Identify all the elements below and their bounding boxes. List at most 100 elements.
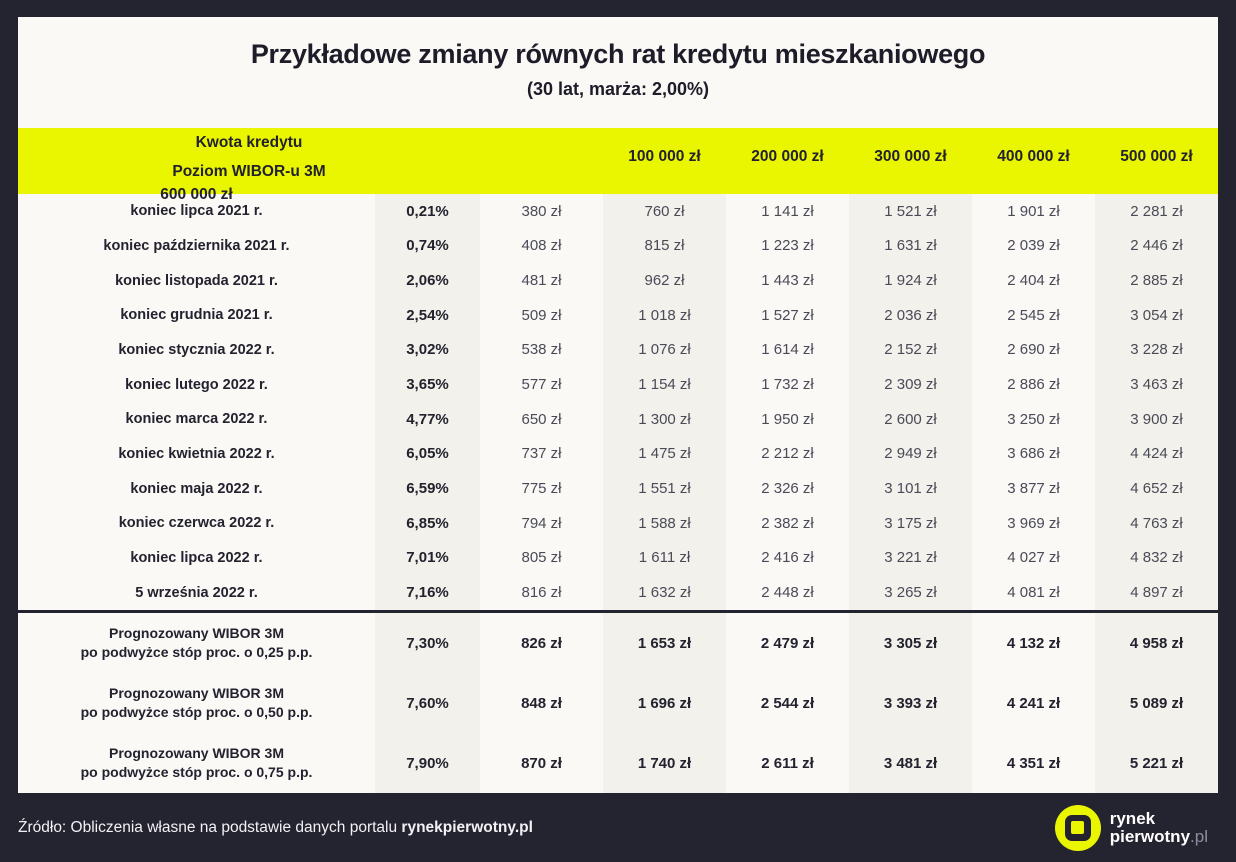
row-wibor-rate: 7,01% [375,540,480,576]
installment-value: 3 393 zł [849,673,972,733]
row-date-label: koniec października 2021 r. [103,237,290,254]
source-text: Źródło: Obliczenia własne na podstawie d… [18,818,402,836]
header-label-line1: Kwota kredytu [195,134,303,151]
installment-value: 2 886 zł [1007,376,1060,394]
installment-value: 3 463 zł [1095,367,1218,402]
installment-value: 2 885 zł [1095,263,1218,298]
installment-value: 3 250 zł [1007,410,1060,428]
installment-value: 2 309 zł [849,367,972,402]
installment-value: 1 901 zł [1007,202,1060,220]
row-wibor-rate: 4,77% [375,401,480,437]
installment-value: 4 897 zł [1095,575,1218,610]
installment-value: 1 154 zł [603,367,726,402]
installment-value: 4 027 zł [1007,549,1060,567]
installment-value: 848 zł [521,694,562,712]
row-date-label: koniec lipca 2022 r. [130,549,263,566]
table-row: koniec czerwca 2022 r. 6,85% 794 zł 1 58… [18,505,1218,541]
forecast-row: Prognozowany WIBOR 3M po podwyżce stóp p… [18,613,1218,673]
forecast-label-line1: Prognozowany WIBOR 3M [109,625,284,641]
header-label-line2: Poziom WIBOR-u 3M [172,163,326,180]
installment-value: 4 832 zł [1095,540,1218,576]
page-subtitle: (30 lat, marża: 2,00%) [526,79,710,99]
installment-value: 1 632 zł [603,575,726,610]
installment-value: 2 611 zł [761,754,814,772]
installment-value: 2 212 zł [761,445,814,463]
table-row: koniec lutego 2022 r. 3,65% 577 zł 1 154… [18,367,1218,402]
installment-value: 2 690 zł [1007,341,1060,359]
row-wibor-rate: 2,54% [375,297,480,333]
forecast-row: Prognozowany WIBOR 3M po podwyżce stóp p… [18,733,1218,793]
brand-logo: rynek pierwotny.pl [1054,804,1208,851]
column-header-amount: 200 000 zł [751,148,824,165]
row-date-label: 5 września 2022 r. [135,584,258,601]
installment-value: 4 081 zł [1007,584,1060,602]
installment-value: 826 zł [521,634,562,652]
installment-value: 4 424 zł [1095,436,1218,472]
installment-value: 1 475 zł [603,436,726,472]
installment-value: 2 544 zł [760,694,815,712]
installment-value: 3 877 zł [1007,480,1060,498]
installment-value: 5 089 zł [1095,673,1218,733]
installment-value: 1 950 zł [761,410,814,428]
header-spacer-cell [480,128,603,186]
table-row: koniec marca 2022 r. 4,77% 650 zł 1 300 … [18,401,1218,437]
forecast-label-line2: po podwyżce stóp proc. o 0,75 p.p. [80,764,313,780]
column-header-amount: 100 000 zł [628,148,701,165]
table-row: koniec stycznia 2022 r. 3,02% 538 zł 1 0… [18,332,1218,368]
installment-value: 1 614 zł [761,341,814,359]
installment-value: 4 958 zł [1095,613,1218,673]
table-row: koniec lipca 2022 r. 7,01% 805 zł 1 611 … [18,540,1218,576]
installment-value: 2 479 zł [760,634,815,652]
table-row: koniec października 2021 r. 0,74% 408 zł… [18,228,1218,264]
logo-square-core [1071,821,1085,834]
row-date-label: koniec marca 2022 r. [125,411,268,428]
installment-value: 2 281 zł [1095,194,1218,229]
table-body-forecast: Prognozowany WIBOR 3M po podwyżce stóp p… [18,613,1218,793]
installment-value: 380 zł [521,202,562,220]
installment-value: 1 443 zł [761,272,814,290]
installment-value: 577 zł [521,376,562,394]
installment-value: 2 326 zł [761,480,814,498]
table-body-historical: koniec lipca 2021 r. 0,21% 380 zł 760 zł… [18,194,1218,610]
installment-value: 1 924 zł [849,263,972,298]
forecast-row-label: Prognozowany WIBOR 3M po podwyżce stóp p… [18,613,375,673]
row-wibor-rate: 7,90% [375,733,480,793]
installment-value: 1 076 zł [603,332,726,368]
forecast-label-line1: Prognozowany WIBOR 3M [109,745,284,761]
column-header-amount: 300 000 zł [874,148,947,165]
installment-value: 775 zł [521,480,562,498]
installment-value: 408 zł [521,237,562,255]
installment-value: 2 039 zł [1007,237,1060,255]
installment-value: 805 zł [521,549,562,567]
installment-value: 3 305 zł [849,613,972,673]
installment-value: 4 241 zł [1006,694,1061,712]
header-label-cell: Kwota kredytu Poziom WIBOR-u 3M [18,128,480,186]
installment-value: 870 zł [521,754,562,772]
installment-value: 2 949 zł [849,436,972,472]
installment-value: 5 221 zł [1095,733,1218,793]
section-divider [18,610,1218,613]
table-row: 5 września 2022 r. 7,16% 816 zł 1 632 zł… [18,575,1218,610]
installment-value: 2 448 zł [761,584,814,602]
row-date-label: koniec stycznia 2022 r. [118,341,275,358]
installment-value: 1 300 zł [603,401,726,437]
installment-value: 1 732 zł [761,376,814,394]
row-wibor-rate: 6,85% [375,505,480,541]
row-wibor-rate: 0,21% [375,194,480,229]
row-wibor-rate: 2,06% [375,263,480,298]
installment-value: 509 zł [521,306,562,324]
row-wibor-rate: 3,65% [375,367,480,402]
row-wibor-rate: 6,59% [375,471,480,506]
installment-value: 3 900 zł [1095,401,1218,437]
forecast-label-line1: Prognozowany WIBOR 3M [109,685,284,701]
installment-value: 1 631 zł [849,228,972,264]
installment-value: 4 763 zł [1095,505,1218,541]
column-header-amount: 400 000 zł [997,148,1070,165]
installment-value: 962 zł [603,263,726,298]
row-date-label: koniec lipca 2021 r. [130,203,263,220]
installment-value: 481 zł [521,272,562,290]
installment-value: 1 141 zł [761,202,814,220]
column-header-amount: 600 000 zł [160,186,233,203]
installment-value: 2 545 zł [1007,306,1060,324]
installment-value: 3 101 zł [849,471,972,506]
